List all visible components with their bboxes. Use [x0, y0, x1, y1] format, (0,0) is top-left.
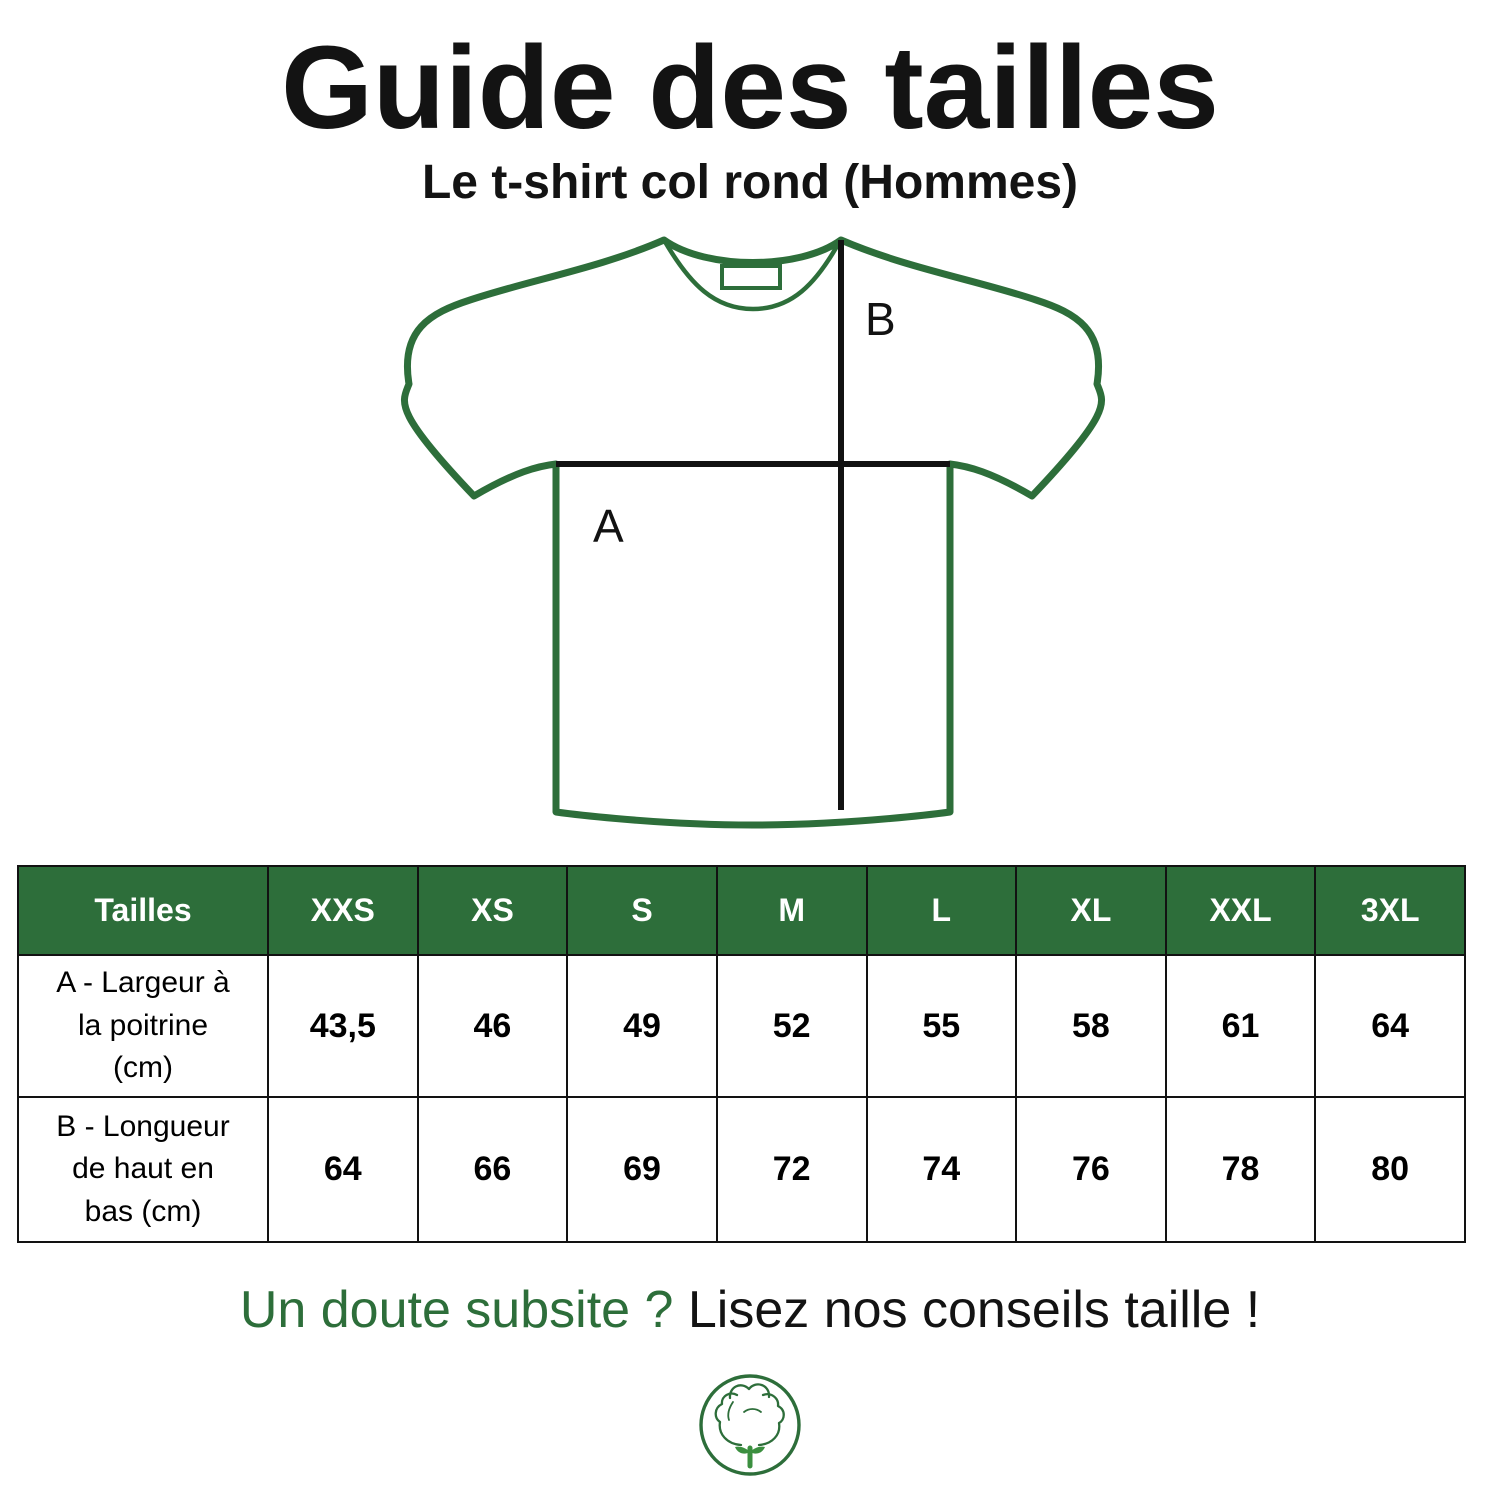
svg-text:A: A	[593, 500, 624, 552]
svg-text:B: B	[865, 293, 896, 345]
